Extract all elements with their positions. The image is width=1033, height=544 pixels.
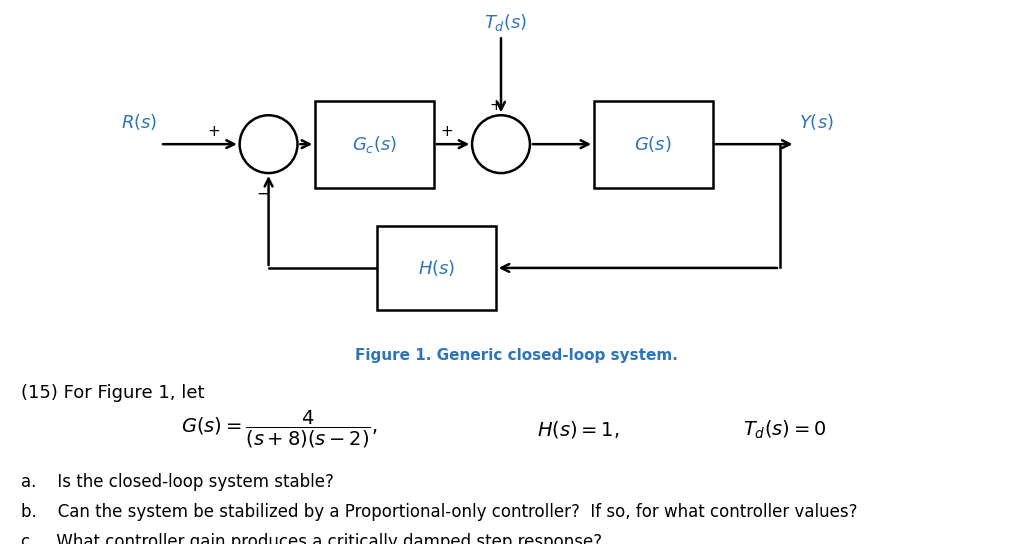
Text: $G(s)$: $G(s)$: [634, 134, 672, 154]
Text: c.    What controller gain produces a critically damped step response?: c. What controller gain produces a criti…: [21, 533, 602, 544]
Text: b.    Can the system be stabilized by a Proportional-only controller?  If so, fo: b. Can the system be stabilized by a Pro…: [21, 503, 857, 521]
Text: $G_c(s)$: $G_c(s)$: [352, 134, 397, 154]
Text: $T_d(s)$: $T_d(s)$: [484, 11, 528, 33]
Text: $T_d(s) = 0$: $T_d(s) = 0$: [744, 419, 826, 441]
Text: +: +: [490, 97, 502, 113]
Text: $R(s)$: $R(s)$: [121, 112, 157, 132]
Text: $Y(s)$: $Y(s)$: [799, 112, 834, 132]
Ellipse shape: [472, 115, 530, 173]
Text: $-$: $-$: [256, 184, 271, 202]
Bar: [594, 101, 713, 188]
Bar: [377, 226, 496, 310]
Text: (15) For Figure 1, let: (15) For Figure 1, let: [21, 384, 205, 401]
Text: $G(s) = \dfrac{4}{(s+8)(s-2)},$: $G(s) = \dfrac{4}{(s+8)(s-2)},$: [181, 409, 377, 450]
Ellipse shape: [240, 115, 298, 173]
Text: Figure 1. Generic closed-loop system.: Figure 1. Generic closed-loop system.: [355, 348, 678, 363]
Text: +: +: [440, 123, 452, 139]
Text: +: +: [208, 123, 220, 139]
Text: a.    Is the closed-loop system stable?: a. Is the closed-loop system stable?: [21, 473, 334, 491]
Text: $H(s) = 1,$: $H(s) = 1,$: [537, 419, 620, 440]
Text: $H(s)$: $H(s)$: [417, 258, 456, 278]
Bar: [315, 101, 434, 188]
